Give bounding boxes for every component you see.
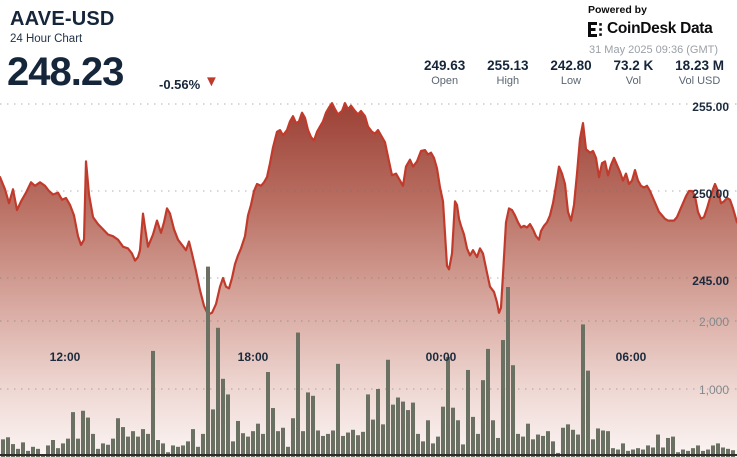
- coindesk-logo-icon: [588, 21, 602, 37]
- stat-high: 255.13 High: [487, 58, 528, 87]
- vol-usd-value: 18.23 M: [675, 58, 724, 73]
- time-tick-label: 00:00: [426, 350, 457, 364]
- powered-by-label: Powered by: [588, 4, 647, 16]
- low-label: Low: [560, 75, 582, 87]
- chart-timestamp: 31 May 2025 09:36 (GMT): [589, 44, 719, 56]
- brand-coindesk: CoinDesk: [607, 20, 677, 37]
- open-value: 249.63: [424, 58, 466, 73]
- price-line: [0, 101, 737, 316]
- low-value: 242.80: [550, 58, 592, 73]
- vol-value: 73.2 K: [613, 58, 654, 73]
- stat-open: 249.63 Open: [424, 58, 465, 87]
- current-price: 248.23: [7, 50, 124, 94]
- volume-bars: [1, 266, 735, 457]
- vol-label: Vol: [625, 75, 642, 87]
- time-tick-label: 06:00: [616, 350, 647, 364]
- volume-tick-label: 1,000: [699, 383, 729, 397]
- stat-low: 242.80 Low: [550, 58, 591, 87]
- time-tick-label: 12:00: [50, 350, 81, 364]
- coindesk-data-logo[interactable]: CoinDesk Data: [588, 20, 713, 38]
- chart-subtitle: 24 Hour Chart: [10, 33, 83, 45]
- stat-vol: 73.2 K Vol: [614, 58, 654, 87]
- price-tick-label: 255.00: [692, 100, 729, 114]
- open-label: Open: [431, 75, 459, 87]
- page-title: AAVE-USD: [10, 8, 115, 30]
- high-label: High: [496, 75, 520, 87]
- price-area-fill: [0, 103, 737, 457]
- price-tick-label: 250.00: [692, 187, 729, 201]
- price-change-percent: -0.56%: [159, 77, 201, 92]
- volume-tick-label: 2,000: [699, 315, 729, 329]
- stats-row: 249.63 Open 255.13 High 242.80 Low 73.2 …: [424, 58, 724, 87]
- stat-vol-usd: 18.23 M Vol USD: [675, 58, 724, 87]
- brand-data: Data: [680, 20, 713, 37]
- price-tick-label: 245.00: [692, 274, 729, 288]
- time-tick-label: 18:00: [238, 350, 269, 364]
- high-value: 255.13: [487, 58, 529, 73]
- down-triangle-icon: ▼: [204, 73, 219, 90]
- branding-block: Powered by CoinDesk Data 31 May 2025 09:…: [588, 4, 734, 56]
- vol-usd-label: Vol USD: [678, 75, 721, 87]
